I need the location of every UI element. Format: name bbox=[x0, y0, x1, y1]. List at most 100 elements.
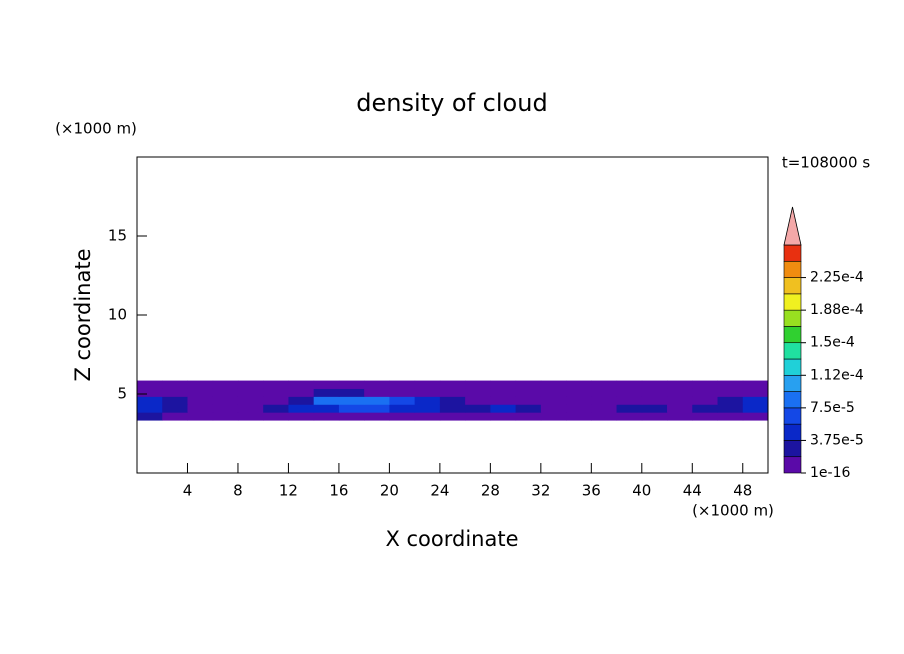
colorbar-band bbox=[783, 326, 802, 344]
contour-cell bbox=[338, 412, 365, 421]
contour-cell bbox=[288, 380, 315, 389]
contour-cell bbox=[692, 388, 719, 397]
contour-cell bbox=[540, 404, 567, 413]
contour-cell bbox=[162, 412, 188, 421]
y-tick-label: 10 bbox=[108, 306, 127, 324]
contour-cell bbox=[490, 380, 517, 389]
contour-cell bbox=[389, 388, 416, 397]
colorbar-tick-label: 1.88e-4 bbox=[810, 302, 864, 318]
contour-cell bbox=[212, 412, 239, 421]
contour-cell bbox=[439, 412, 466, 421]
x-tick-label: 4 bbox=[183, 482, 193, 500]
contour-cell bbox=[742, 388, 769, 397]
x-tick-label: 40 bbox=[632, 482, 651, 500]
contour-cell bbox=[616, 412, 643, 421]
contour-cell bbox=[641, 404, 668, 413]
contour-cell bbox=[313, 396, 340, 405]
x-tick-label: 28 bbox=[481, 482, 500, 500]
contour-cell bbox=[717, 388, 744, 397]
contour-cell bbox=[717, 404, 744, 413]
contour-cell bbox=[414, 404, 441, 413]
colorbar-tick-label: 1e-16 bbox=[810, 465, 850, 481]
contour-cell bbox=[389, 396, 416, 405]
contour-cell bbox=[439, 396, 466, 405]
contour-cell bbox=[162, 380, 188, 389]
contour-cell bbox=[591, 396, 618, 405]
contour-cell bbox=[465, 388, 491, 397]
colorbar-band bbox=[783, 260, 802, 278]
colorbar-band bbox=[783, 358, 802, 376]
contour-cell bbox=[616, 404, 643, 413]
contour-cell bbox=[338, 380, 365, 389]
contour-cell bbox=[439, 380, 466, 389]
contour-cell bbox=[692, 396, 719, 405]
contour-cell bbox=[414, 412, 441, 421]
contour-cell bbox=[187, 396, 214, 405]
contour-cell bbox=[692, 380, 719, 389]
contour-cell bbox=[641, 396, 668, 405]
time-label: t=108000 s bbox=[782, 154, 870, 172]
contour-cell bbox=[717, 380, 744, 389]
contour-cell bbox=[263, 412, 289, 421]
contour-cell bbox=[263, 388, 289, 397]
x-tick-label: 48 bbox=[733, 482, 752, 500]
y-tick-label: 5 bbox=[117, 385, 127, 403]
contour-cell bbox=[717, 396, 744, 405]
colorbar-band bbox=[783, 456, 802, 474]
contour-cell bbox=[364, 388, 390, 397]
contour-cell bbox=[490, 396, 517, 405]
contour-cell bbox=[742, 380, 769, 389]
contour-cell bbox=[566, 412, 592, 421]
x-tick-label: 36 bbox=[582, 482, 601, 500]
contour-cell bbox=[338, 404, 365, 413]
x-tick-label: 44 bbox=[683, 482, 702, 500]
contour-cell bbox=[414, 380, 441, 389]
contour-cell bbox=[540, 388, 567, 397]
contour-cell bbox=[566, 404, 592, 413]
colorbar-tick-label: 3.75e-5 bbox=[810, 432, 864, 448]
plot-frame bbox=[136, 156, 769, 474]
contour-cell bbox=[338, 388, 365, 397]
contour-cell bbox=[212, 380, 239, 389]
x-axis-title: X coordinate bbox=[385, 527, 518, 551]
contour-cell bbox=[465, 412, 491, 421]
contour-cell bbox=[288, 388, 315, 397]
contour-cell bbox=[313, 380, 340, 389]
contour-cell bbox=[389, 412, 416, 421]
contour-cell bbox=[137, 396, 163, 405]
colorbar-band bbox=[783, 244, 802, 262]
colorbar-band bbox=[783, 309, 802, 327]
contour-cell bbox=[692, 404, 719, 413]
contour-cell bbox=[742, 396, 769, 405]
contour-cell bbox=[515, 388, 542, 397]
contour-cell bbox=[187, 412, 214, 421]
contour-cell bbox=[667, 396, 693, 405]
contour-cell bbox=[641, 412, 668, 421]
contour-cell bbox=[187, 380, 214, 389]
contour-cell bbox=[540, 380, 567, 389]
colorbar-band bbox=[783, 423, 802, 441]
x-tick-label: 16 bbox=[329, 482, 348, 500]
contour-cell bbox=[313, 388, 340, 397]
colorbar-band bbox=[783, 407, 802, 425]
contour-cell bbox=[616, 380, 643, 389]
contour-cell bbox=[742, 412, 769, 421]
contour-cell bbox=[137, 380, 163, 389]
x-unit: (×1000 m) bbox=[692, 502, 774, 520]
colorbar-extend bbox=[783, 206, 802, 246]
colorbar-band bbox=[783, 342, 802, 360]
contour-cell bbox=[313, 412, 340, 421]
contour-cell bbox=[288, 396, 315, 405]
contour-cell bbox=[162, 396, 188, 405]
contour-cell bbox=[717, 412, 744, 421]
contour-cell bbox=[641, 380, 668, 389]
colorbar-band bbox=[783, 374, 802, 392]
contour-cell bbox=[364, 404, 390, 413]
contour-cell bbox=[288, 404, 315, 413]
x-tick-label: 12 bbox=[279, 482, 298, 500]
contour-cell bbox=[212, 404, 239, 413]
contour-cell bbox=[439, 388, 466, 397]
contour-cell bbox=[137, 388, 163, 397]
contour-cell bbox=[137, 412, 163, 421]
